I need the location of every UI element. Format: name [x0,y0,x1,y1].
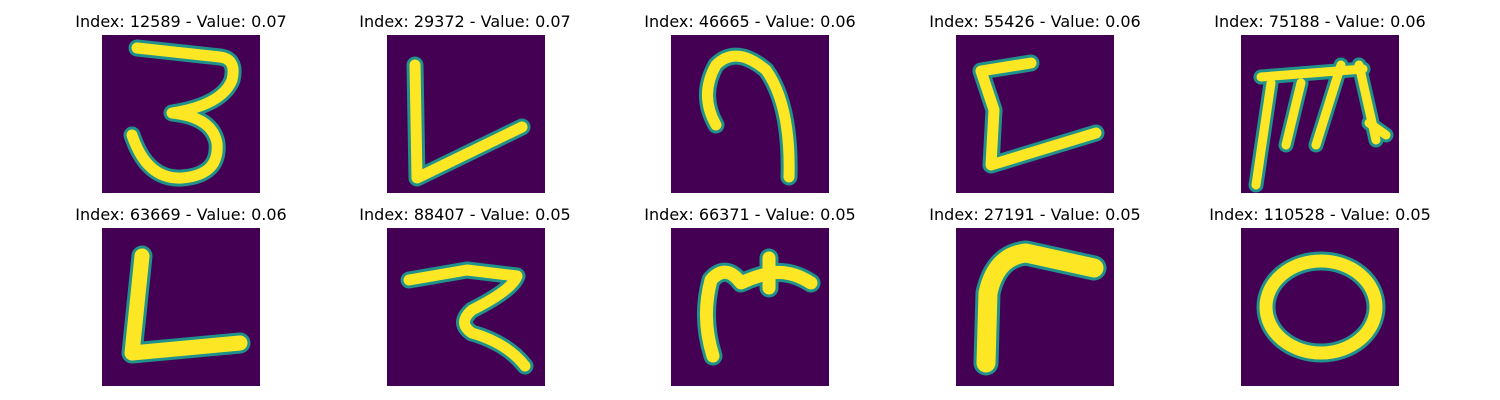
character-hook-shape [671,35,829,193]
character-image [956,228,1114,386]
panel-title: Index: 29372 - Value: 0.07 [359,12,571,31]
character-l-shape [102,228,260,386]
panel-title: Index: 27191 - Value: 0.05 [929,205,1141,224]
character-image [387,228,545,386]
panel-title: Index: 66371 - Value: 0.05 [644,205,856,224]
character-image [671,228,829,386]
panel-title: Index: 55426 - Value: 0.06 [929,12,1141,31]
character-branch-shape [671,228,829,386]
character-image [387,35,545,193]
character-image [1241,228,1399,386]
image-background [671,228,829,386]
character-l-shape-slanted [387,35,545,193]
panel-title: Index: 75188 - Value: 0.06 [1214,12,1426,31]
character-ring-shape [1241,228,1399,386]
character-angle-shape [956,228,1114,386]
character-image [1241,35,1399,193]
panel-title: Index: 46665 - Value: 0.06 [644,12,856,31]
panel-title: Index: 63669 - Value: 0.06 [75,205,287,224]
panel-title: Index: 88407 - Value: 0.05 [359,205,571,224]
character-image [671,35,829,193]
character-image [956,35,1114,193]
character-three-shape [102,35,260,193]
panel-title: Index: 12589 - Value: 0.07 [75,12,287,31]
panel-title: Index: 110528 - Value: 0.05 [1209,205,1431,224]
character-image [102,228,260,386]
character-image [102,35,260,193]
character-bracket-shape [956,35,1114,193]
image-background [102,228,260,386]
character-stroke-cluster-shape [1241,35,1399,193]
character-z-curve-shape [387,228,545,386]
